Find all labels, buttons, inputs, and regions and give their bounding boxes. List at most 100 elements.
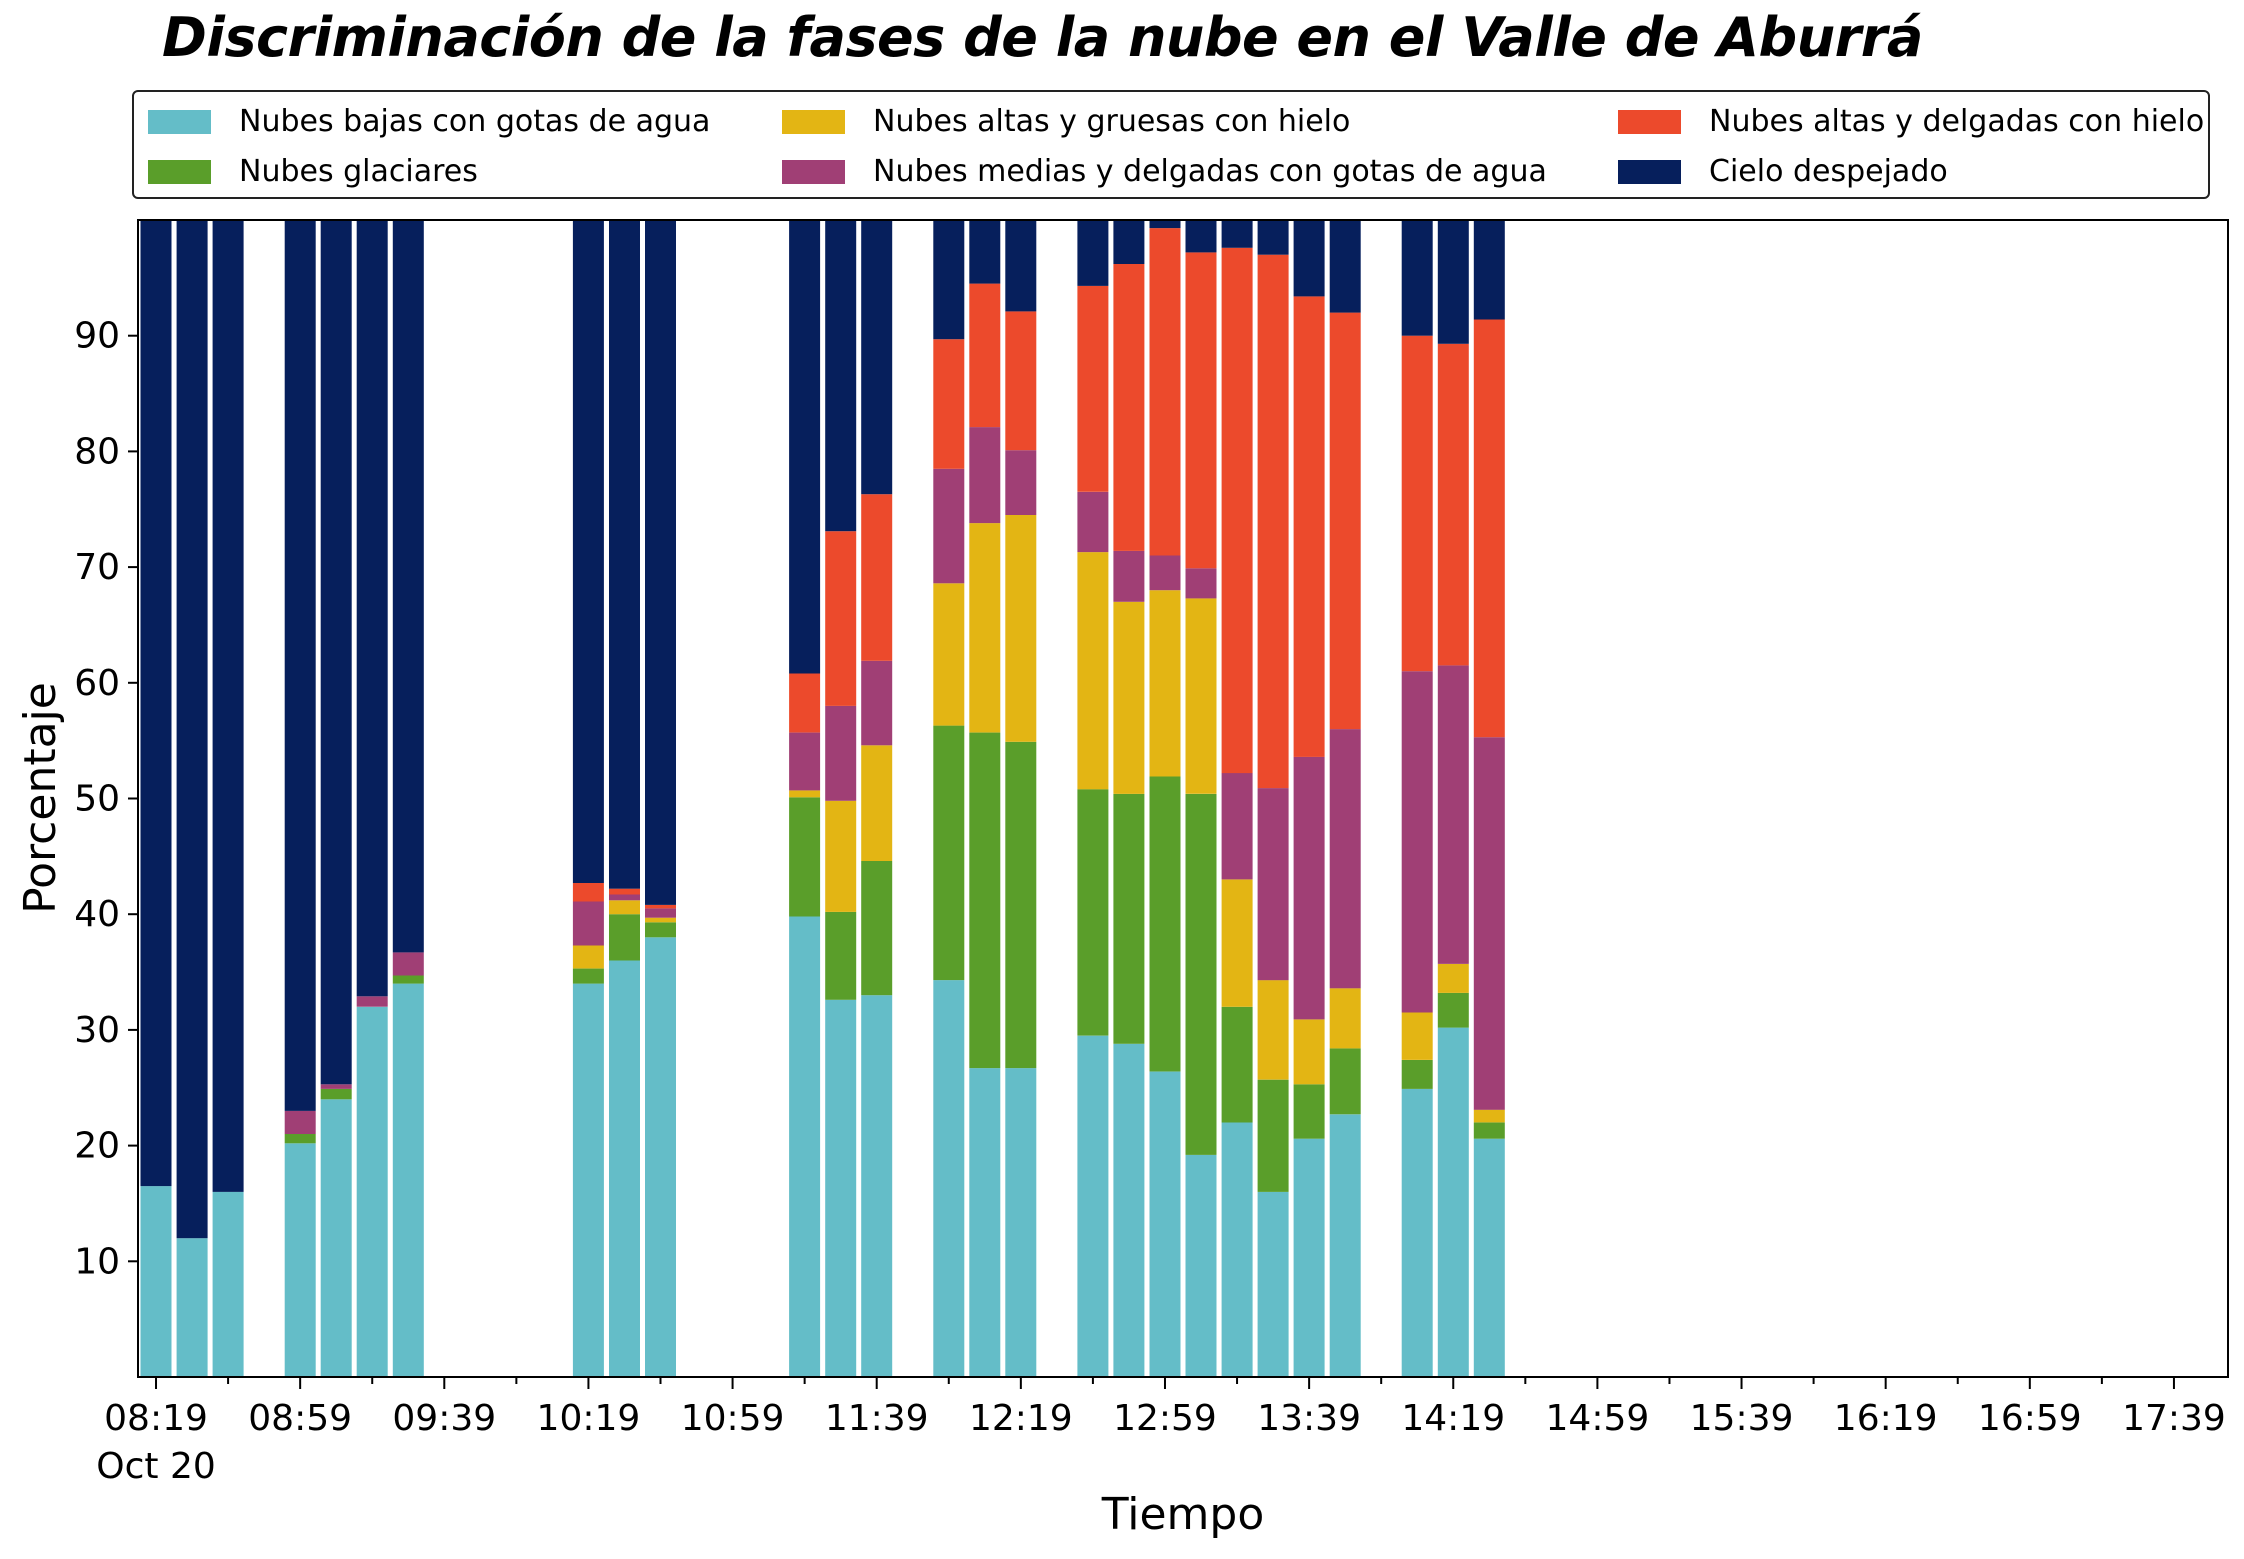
bar-segment	[1005, 311, 1037, 451]
x-tick-label: 10:19	[537, 1398, 641, 1439]
bar-segment	[1221, 773, 1253, 880]
bar-segment	[356, 220, 388, 997]
bar-segment	[789, 732, 821, 791]
legend-label: Nubes altas y gruesas con hielo	[873, 104, 1351, 139]
x-tick-label: 17:39	[2122, 1398, 2226, 1439]
bar-segment	[609, 894, 640, 901]
x-axis-label: Tiempo	[1101, 1489, 1265, 1540]
y-tick-label: 50	[74, 779, 120, 820]
bar-segment	[572, 901, 604, 946]
bar-segment	[1401, 1060, 1433, 1089]
bar-segment	[392, 220, 424, 953]
legend-item-high-thick-ice: Nubes altas y gruesas con hielo	[782, 104, 1350, 139]
bar-segment	[933, 339, 965, 469]
bar-segment	[1329, 1048, 1361, 1115]
bar-segment	[1293, 296, 1325, 757]
x-axis: 08:19 08:59 09:39 10:19 10:59 11:39 12:19 12:59…	[96, 1377, 2226, 1487]
bar-segment	[284, 1110, 316, 1134]
bar-segment	[933, 725, 965, 981]
bar-segment	[1113, 601, 1145, 794]
bar-segment	[1221, 1122, 1253, 1377]
legend-label: Nubes bajas con gotas de agua	[239, 104, 711, 139]
plot-frame	[137, 219, 2229, 1378]
x-tick-label: 16:19	[1834, 1398, 1938, 1439]
bar-segment	[969, 523, 1001, 733]
legend-label: Nubes altas y delgadas con hielo	[1709, 104, 2205, 139]
x-tick-label: 12:19	[969, 1398, 1073, 1439]
bar-segment	[861, 494, 893, 661]
bar-segment	[356, 996, 388, 1007]
bar-segment	[1077, 1035, 1109, 1377]
bar-segment	[825, 800, 857, 912]
bar-segment	[609, 900, 640, 915]
x-tick-label: 09:39	[392, 1398, 496, 1439]
bar-segment	[284, 1143, 316, 1377]
bar-segment	[1437, 343, 1469, 666]
x-tick-label: 16:59	[1978, 1398, 2082, 1439]
legend-item-glacial: Nubes glaciares	[148, 154, 478, 189]
bar-segment	[140, 220, 172, 1187]
bar-segment	[789, 790, 821, 798]
bar-segment	[933, 980, 965, 1377]
bar-segment	[320, 1084, 352, 1089]
bars-group	[140, 220, 1505, 1377]
bar-segment	[1401, 1012, 1433, 1060]
legend-label: Nubes glaciares	[239, 154, 478, 189]
bar-segment	[789, 797, 821, 917]
bar-segment	[1005, 741, 1037, 1069]
bar-segment	[1149, 1071, 1181, 1377]
x-tick-label: 08:19	[104, 1398, 208, 1439]
bar-segment	[1329, 729, 1361, 989]
bar-segment	[1473, 1138, 1505, 1377]
bar-segment	[609, 914, 640, 961]
bar-segment	[645, 937, 676, 1377]
bar-segment	[1149, 776, 1181, 1072]
bar-segment	[1005, 515, 1037, 742]
bar-segment	[1113, 793, 1145, 1044]
bar-segment	[1257, 980, 1289, 1080]
bar-segment	[933, 583, 965, 726]
bar-segment	[1437, 992, 1469, 1028]
bar-segment	[933, 468, 965, 584]
bar-segment	[861, 220, 893, 495]
bar-segment	[1077, 552, 1109, 790]
bar-segment	[320, 1099, 352, 1377]
bar-segment	[861, 861, 893, 996]
bar-segment	[1401, 671, 1433, 1013]
legend-swatch	[782, 159, 845, 184]
bar-segment	[1473, 1109, 1505, 1123]
bar-segment	[1473, 220, 1505, 320]
bar-segment	[1221, 879, 1253, 1007]
bar-segment	[1149, 220, 1181, 229]
bar-segment	[825, 705, 857, 801]
bar-segment	[861, 745, 893, 861]
bar-segment	[645, 904, 676, 909]
legend-label: Cielo despejado	[1709, 154, 1948, 189]
bar-segment	[825, 999, 857, 1377]
legend-item-low-water: Nubes bajas con gotas de agua	[148, 104, 710, 139]
bar-segment	[1005, 1068, 1037, 1377]
bar-segment	[1185, 598, 1217, 794]
bar-segment	[789, 916, 821, 1377]
legend-item-mid-thin-water: Nubes medias y delgadas con gotas de agu…	[782, 154, 1547, 189]
bar-segment	[1185, 793, 1217, 1155]
bar-segment	[1329, 988, 1361, 1049]
legend-swatch	[148, 109, 211, 134]
x-tick-label: 15:39	[1690, 1398, 1794, 1439]
bar-segment	[645, 220, 676, 905]
bar-segment	[320, 220, 352, 1085]
legend-swatch	[148, 159, 211, 184]
bar-segment	[1005, 220, 1037, 312]
y-tick-label: 30	[74, 1010, 120, 1051]
bar-segment	[392, 952, 424, 976]
bar-segment	[1329, 220, 1361, 313]
bar-segment	[1221, 1006, 1253, 1123]
y-tick-label: 60	[74, 663, 120, 704]
bar-segment	[825, 531, 857, 706]
bar-segment	[789, 220, 821, 674]
bar-segment	[1401, 1088, 1433, 1377]
y-tick-label: 80	[74, 431, 120, 472]
bar-segment	[1005, 450, 1037, 515]
bar-segment	[861, 995, 893, 1377]
bar-segment	[1401, 335, 1433, 672]
